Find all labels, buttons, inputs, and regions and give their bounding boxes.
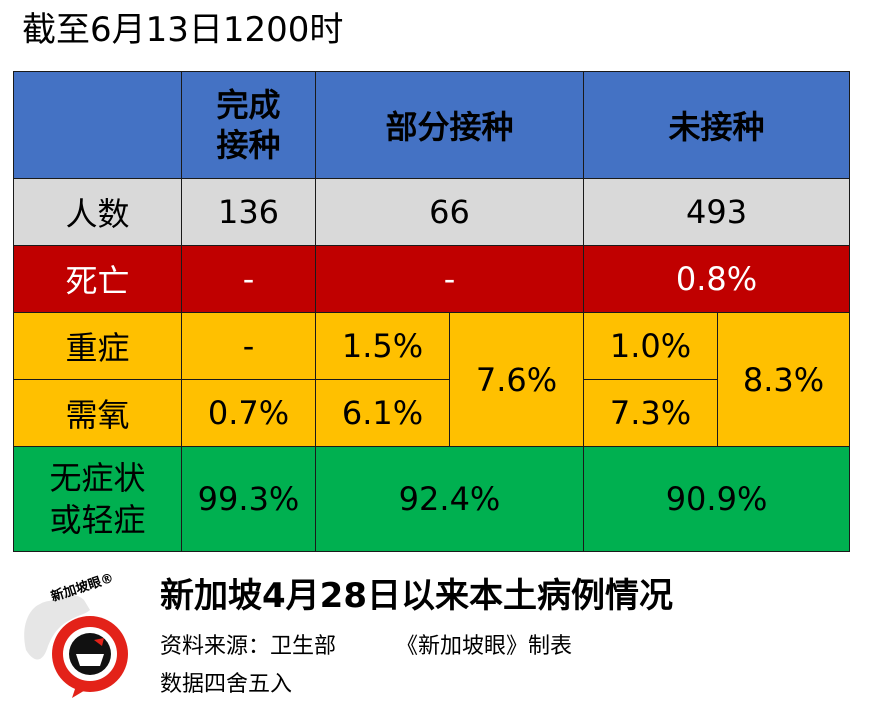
row-label-death: 死亡 bbox=[13, 245, 182, 313]
cell-death-full: - bbox=[181, 245, 316, 313]
cell-mild-full: 99.3% bbox=[181, 446, 316, 552]
row-label-mild-line2: 或轻症 bbox=[49, 501, 146, 539]
cell-mild-none: 90.9% bbox=[583, 446, 851, 552]
cell-count-partial: 66 bbox=[314, 178, 585, 246]
column-header-line2: 接种 bbox=[216, 126, 281, 164]
cell-oxygen-partial: 6.1% bbox=[315, 379, 450, 447]
footer-source-line: 资料来源：卫生部 《新加坡眼》制表 bbox=[160, 632, 572, 662]
row-label-mild: 无症状 或轻症 bbox=[13, 446, 182, 552]
table-row-count: 人数 136 66 493 bbox=[13, 178, 851, 246]
cell-death-partial: - bbox=[314, 245, 585, 313]
cell-count-none: 493 bbox=[583, 178, 851, 246]
cell-severe-none: 1.0% bbox=[583, 312, 719, 380]
column-header-fully-vaccinated: 完成 接种 bbox=[181, 71, 316, 179]
table-row-death: 死亡 - - 0.8% bbox=[13, 245, 851, 313]
table-row-mild: 无症状或轻症 99.3% 92.4% 90.9% bbox=[13, 446, 851, 552]
row-label-oxygen: 需氧 bbox=[13, 379, 182, 447]
cell-combined-none: 8.3% bbox=[717, 312, 851, 447]
brand-logo bbox=[24, 594, 128, 698]
column-header-unvaccinated: 未接种 bbox=[583, 71, 851, 179]
credit-text: 《新加坡眼》制表 bbox=[396, 634, 573, 659]
cell-severe-full: - bbox=[181, 312, 316, 380]
cell-combined-partial: 7.6% bbox=[448, 312, 585, 447]
table-row-oxygen: 需氧 0.7% 6.1% 7.3% bbox=[13, 379, 850, 447]
column-header-line1: 完成 bbox=[216, 86, 281, 124]
row-label-count: 人数 bbox=[13, 178, 182, 246]
cell-oxygen-full: 0.7% bbox=[181, 379, 316, 447]
cell-severe-partial: 1.5% bbox=[315, 312, 450, 380]
case-table: 完成 接种 部分接种 未接种 人数 136 66 493 死亡 - - 0.8% … bbox=[13, 71, 851, 552]
cell-mild-partial: 92.4% bbox=[314, 446, 585, 552]
footer-note: 数据四舍五入 bbox=[160, 672, 293, 697]
row-label-severe: 重症 bbox=[13, 312, 182, 380]
column-header-partially-vaccinated: 部分接种 bbox=[314, 71, 585, 179]
date-title: 截至6月13日1200时 bbox=[22, 10, 344, 50]
source-text: 资料来源：卫生部 bbox=[160, 634, 337, 659]
cell-death-none: 0.8% bbox=[583, 245, 851, 313]
cell-count-full: 136 bbox=[181, 178, 316, 246]
footer-title: 新加坡4月28日以来本土病例情况 bbox=[160, 576, 673, 616]
header-row: 完成 接种 部分接种 未接种 bbox=[13, 71, 851, 179]
cell-oxygen-none: 7.3% bbox=[583, 379, 719, 447]
row-label-mild-line1: 无症状 bbox=[49, 459, 146, 497]
header-corner bbox=[13, 71, 182, 179]
table-row-severe: 重症 - 1.5% 7.6% 1.0% 8.3% bbox=[13, 312, 851, 447]
